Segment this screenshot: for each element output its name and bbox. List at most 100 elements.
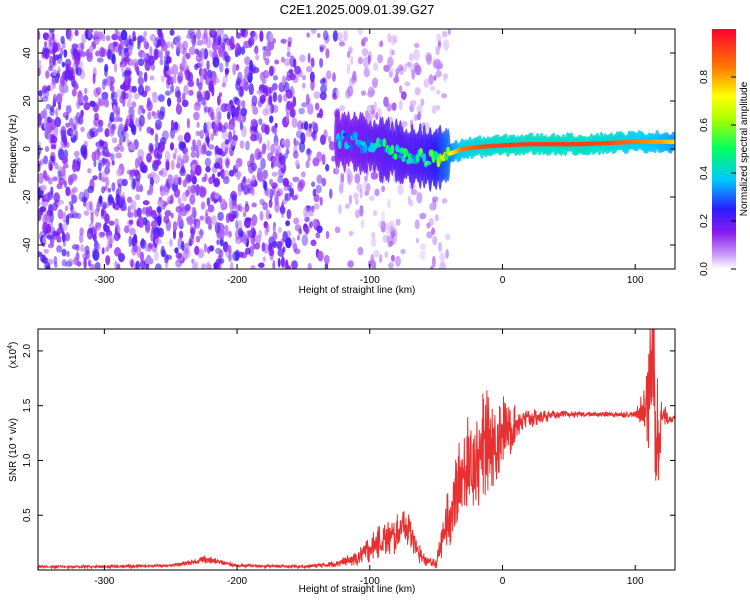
spectrogram-noise-cell [60, 47, 64, 56]
spectrogram-noise-cell [237, 71, 243, 84]
spectrogram-noise-cell [72, 186, 78, 193]
spectrogram-noise-cell [154, 159, 162, 166]
spectrogram-noise-cell [334, 167, 340, 175]
spectrogram-noise-cell [387, 56, 394, 68]
spectrogram-noise-cell [41, 50, 46, 59]
spectrogram-noise-cell [143, 36, 147, 49]
spectrogram-noise-cell [274, 122, 278, 129]
spectrogram-noise-cell [130, 259, 134, 268]
spectrogram-noise-cell [206, 69, 213, 79]
spectrogram-noise-cell [199, 215, 204, 221]
spectrogram-noise-cell [286, 51, 291, 58]
spectrogram-noise-cell [174, 247, 179, 254]
spectrogram-noise-cell [378, 41, 384, 48]
spectrogram-noise-cell [74, 130, 78, 141]
spectrogram-noise-cell [149, 46, 153, 56]
spectrogram-noise-cell [341, 173, 345, 183]
spectrogram-ridge-cell [360, 144, 365, 155]
spectrogram-noise-cell [95, 86, 102, 96]
spectrogram-noise-cell [293, 217, 300, 225]
spectrogram-noise-cell [274, 59, 280, 65]
spectrogram-noise-cell [249, 59, 254, 72]
spectrogram-noise-cell [52, 53, 56, 66]
spectrogram-noise-cell [362, 36, 369, 43]
spectrogram-noise-cell [419, 243, 427, 250]
spectrogram-noise-cell [300, 132, 306, 145]
spectrogram-noise-cell [305, 160, 310, 169]
spectrogram-noise-cell [259, 136, 263, 143]
spectrogram-noise-cell [49, 164, 53, 171]
spectrogram-noise-cell [439, 252, 446, 262]
spectrogram-noise-cell [255, 234, 261, 245]
spectrogram-noise-cell [262, 256, 266, 263]
spectrogram-noise-cell [398, 99, 403, 111]
spectrogram-noise-cell [190, 151, 197, 158]
spectrogram-noise-cell [169, 142, 175, 151]
spectrogram-noise-cell [48, 65, 53, 72]
spectrogram-noise-cell [58, 148, 65, 161]
spectrogram-noise-cell [80, 109, 84, 118]
spectrogram-noise-cell [199, 129, 204, 140]
spectrogram-noise-cell [62, 170, 66, 182]
spectrogram-noise-cell [201, 90, 208, 101]
spectrogram-noise-cell [224, 55, 231, 63]
spectrogram-noise-cell [182, 40, 189, 51]
spectrogram-noise-cell [281, 139, 287, 146]
spectrogram-noise-cell [105, 176, 110, 187]
spectrogram-noise-cell [93, 225, 98, 236]
spectrogram-noise-cell [214, 192, 220, 200]
spectrogram-noise-cell [101, 91, 109, 100]
spectrogram-noise-cell [416, 104, 423, 115]
spectrogram-noise-cell [212, 56, 220, 68]
spectrogram-noise-cell [54, 162, 59, 170]
spectrogram-noise-cell [231, 140, 237, 147]
spectrogram-noise-cell [373, 62, 379, 71]
spectrogram-noise-cell [178, 176, 182, 186]
spectrogram-noise-cell [139, 161, 146, 173]
spectrogram-noise-cell [56, 183, 63, 190]
spectrogram-noise-cell [244, 247, 251, 255]
spectrogram-noise-cell [92, 73, 96, 85]
spectrogram-noise-cell [185, 52, 191, 60]
spectrogram-noise-cell [389, 259, 394, 269]
spectrogram-noise-cell [280, 38, 287, 44]
spectrogram-noise-cell [258, 262, 265, 269]
spectrogram-noise-cell [242, 211, 247, 218]
spectrogram-noise-cell [306, 66, 313, 73]
spectrogram-noise-cell [104, 77, 111, 87]
spectrogram-noise-cell [332, 72, 336, 82]
spectrogram-noise-cell [70, 129, 76, 136]
spectrogram-noise-cell [243, 184, 249, 196]
spectrogram-noise-cell [268, 236, 275, 247]
spectrogram-noise-cell [63, 149, 69, 159]
spectrogram-noise-cell [50, 144, 56, 150]
spectrogram-noise-cell [51, 75, 56, 86]
spectrogram-noise-cell [142, 200, 150, 206]
spectrogram-noise-cell [203, 243, 207, 253]
spectrogram-noise-cell [204, 157, 212, 167]
spectrogram-noise-cell [121, 178, 128, 187]
spectrogram-noise-cell [126, 169, 132, 175]
spectrogram-noise-cell [264, 57, 270, 66]
spectrogram-noise-cell [404, 81, 411, 87]
spectrogram-noise-cell [154, 263, 162, 269]
spectrogram-ridge-cell [382, 138, 387, 148]
spectrogram-noise-cell [44, 146, 50, 152]
spectrogram-noise-cell [52, 230, 58, 237]
spectrogram-noise-cell [339, 105, 345, 112]
spectrogram-noise-cell [443, 73, 447, 83]
spectrogram-noise-cell [237, 115, 242, 124]
spectrogram-noise-cell [195, 164, 202, 176]
spectrogram-noise-cell [154, 249, 159, 262]
spectrogram-noise-cell [154, 142, 161, 150]
spectrogram-noise-cell [208, 80, 214, 92]
spectrogram-noise-cell [367, 54, 371, 65]
spectrogram-ridge-cell [358, 140, 363, 145]
spectrogram-noise-cell [169, 29, 175, 36]
spectrogram-noise-cell [240, 107, 248, 117]
spectrogram-noise-cell [214, 221, 221, 234]
spectrogram-noise-cell [230, 261, 234, 269]
spectrogram-noise-cell [302, 74, 306, 81]
spectrogram-noise-cell [47, 243, 55, 249]
spectrogram-noise-cell [283, 185, 289, 191]
